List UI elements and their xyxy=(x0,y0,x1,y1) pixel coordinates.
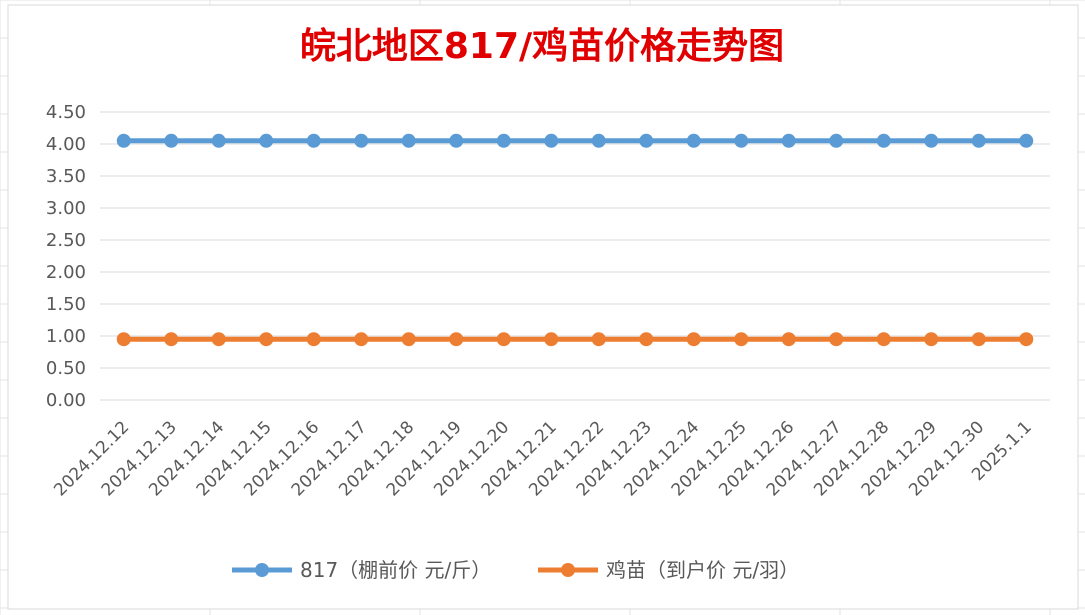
data-point[interactable] xyxy=(639,133,654,148)
data-point[interactable] xyxy=(116,332,131,347)
chart-title: 皖北地区817/鸡苗价格走势图 xyxy=(300,26,784,67)
y-tick-label: 2.00 xyxy=(46,262,86,283)
legend-marker xyxy=(561,563,575,577)
y-tick-label: 4.00 xyxy=(46,134,86,155)
data-point[interactable] xyxy=(164,133,179,148)
data-point[interactable] xyxy=(306,332,321,347)
data-point[interactable] xyxy=(829,133,844,148)
legend[interactable]: 817（棚前价 元/斤） 鸡苗（到户价 元/羽） xyxy=(232,558,799,582)
data-point[interactable] xyxy=(449,332,464,347)
legend-label: 鸡苗（到户价 元/羽） xyxy=(606,558,799,582)
y-tick-label: 1.00 xyxy=(46,326,86,347)
data-point[interactable] xyxy=(354,332,369,347)
data-point[interactable] xyxy=(1019,133,1034,148)
series-layer xyxy=(116,133,1034,347)
data-point[interactable] xyxy=(876,133,891,148)
data-point[interactable] xyxy=(924,133,939,148)
y-tick-label: 4.50 xyxy=(46,102,86,123)
series-2 xyxy=(116,332,1034,347)
data-point[interactable] xyxy=(781,133,796,148)
data-point[interactable] xyxy=(639,332,654,347)
legend-item[interactable]: 817（棚前价 元/斤） xyxy=(232,558,491,582)
data-point[interactable] xyxy=(686,332,701,347)
data-point[interactable] xyxy=(401,133,416,148)
legend-label: 817（棚前价 元/斤） xyxy=(300,558,491,582)
data-point[interactable] xyxy=(116,133,131,148)
data-point[interactable] xyxy=(449,133,464,148)
data-point[interactable] xyxy=(876,332,891,347)
y-tick-label: 2.50 xyxy=(46,230,86,251)
data-point[interactable] xyxy=(259,133,274,148)
data-point[interactable] xyxy=(829,332,844,347)
data-point[interactable] xyxy=(354,133,369,148)
data-point[interactable] xyxy=(211,332,226,347)
y-tick-label: 3.50 xyxy=(46,166,86,187)
data-point[interactable] xyxy=(544,133,559,148)
data-point[interactable] xyxy=(781,332,796,347)
series-1 xyxy=(116,133,1034,148)
data-point[interactable] xyxy=(401,332,416,347)
data-point[interactable] xyxy=(924,332,939,347)
data-point[interactable] xyxy=(971,332,986,347)
data-point[interactable] xyxy=(734,133,749,148)
y-axis-ticks: 0.00 0.50 1.00 1.50 2.00 2.50 3.00 3.50 4.00 4.50 xyxy=(46,102,86,411)
data-point[interactable] xyxy=(259,332,274,347)
y-tick-label: 3.00 xyxy=(46,198,86,219)
data-point[interactable] xyxy=(496,332,511,347)
data-point[interactable] xyxy=(734,332,749,347)
data-point[interactable] xyxy=(211,133,226,148)
data-point[interactable] xyxy=(164,332,179,347)
data-point[interactable] xyxy=(306,133,321,148)
data-point[interactable] xyxy=(591,133,606,148)
data-point[interactable] xyxy=(544,332,559,347)
y-gridlines xyxy=(100,111,1050,401)
y-tick-label: 1.50 xyxy=(46,294,86,315)
data-point[interactable] xyxy=(971,133,986,148)
y-tick-label: 0.00 xyxy=(46,390,86,411)
data-point[interactable] xyxy=(1019,332,1034,347)
chart-area-border xyxy=(7,4,1079,610)
legend-item[interactable]: 鸡苗（到户价 元/羽） xyxy=(538,558,799,582)
legend-marker xyxy=(255,563,269,577)
y-tick-label: 0.50 xyxy=(46,358,86,379)
data-point[interactable] xyxy=(591,332,606,347)
data-point[interactable] xyxy=(496,133,511,148)
data-point[interactable] xyxy=(686,133,701,148)
